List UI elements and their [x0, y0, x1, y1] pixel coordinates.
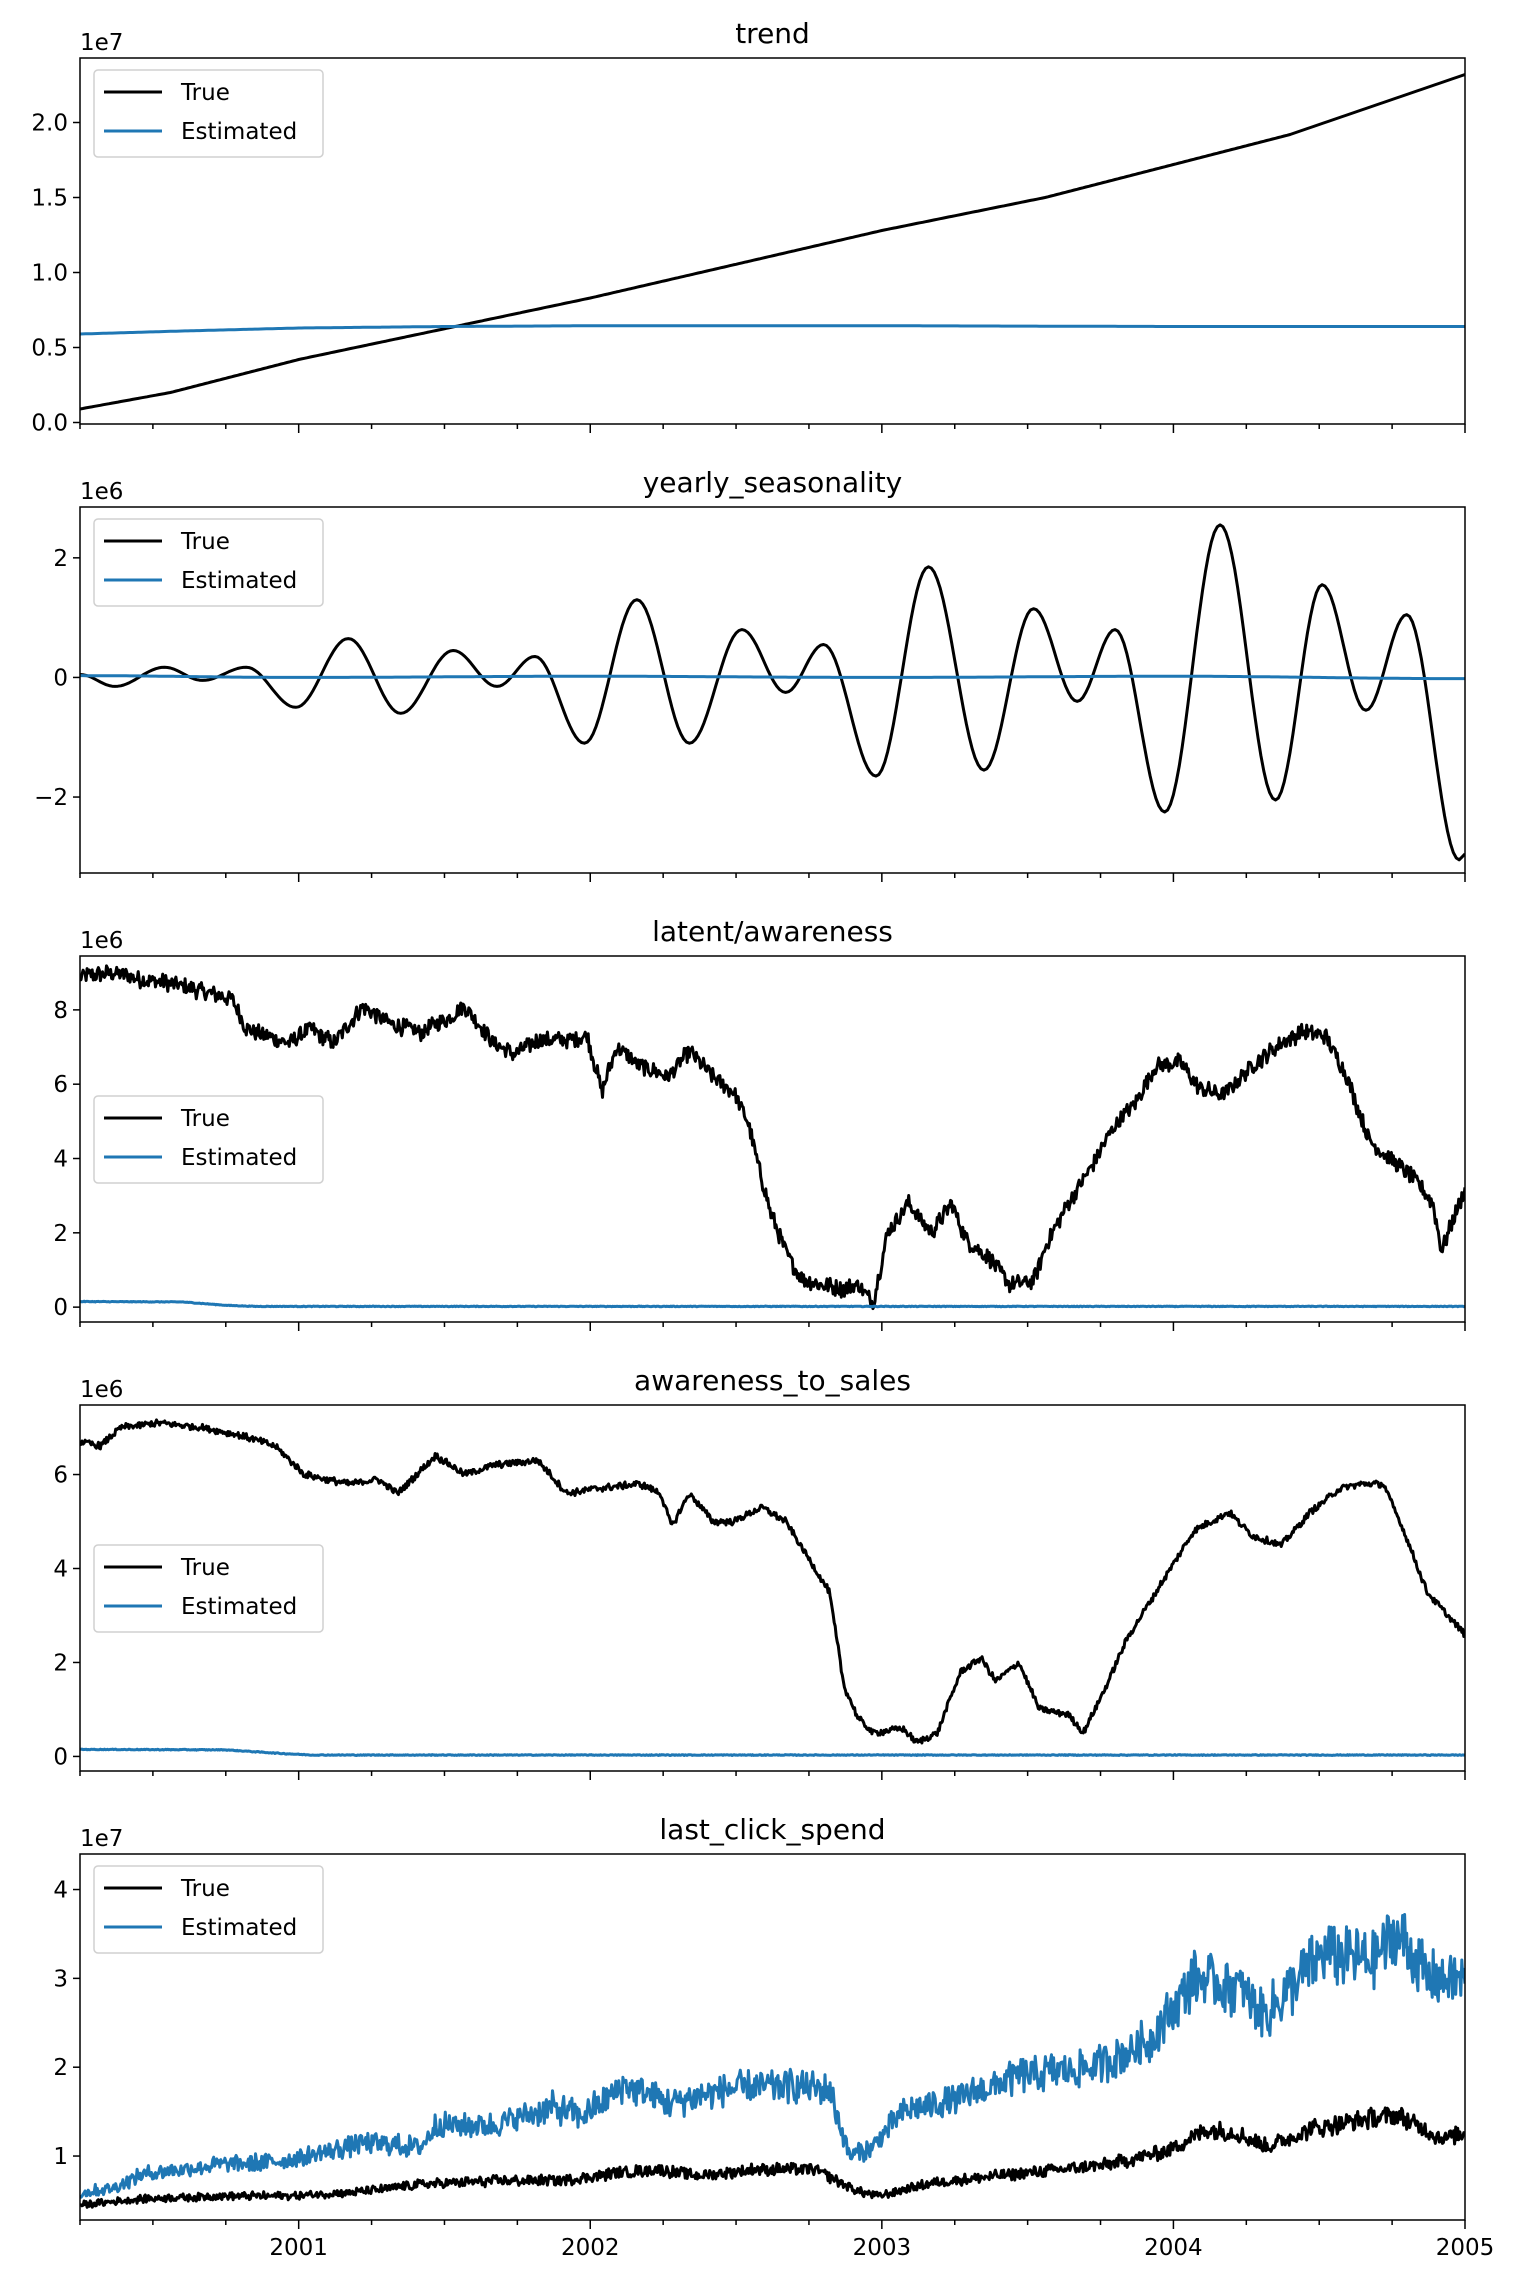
axes-frame — [79, 506, 1466, 874]
y-tick-label: 0.0 — [31, 411, 68, 437]
legend: True Estimated — [93, 518, 324, 607]
series-line-true — [80, 964, 1465, 1311]
series-line-true — [80, 73, 1465, 411]
subplot-yearly_seasonality: yearly_seasonality 1e6 −2 0 2 True Estimated — [34, 466, 1466, 882]
legend-label: Estimated — [181, 119, 297, 145]
axis-offset-label: 1e6 — [80, 479, 123, 505]
legend: True Estimated — [93, 1095, 324, 1184]
subplot-awareness_to_sales: awareness_to_sales 1e6 0 2 4 6 True Estimated — [53, 1364, 1466, 1780]
legend-label: Estimated — [181, 1594, 297, 1620]
y-tick-label: −2 — [34, 785, 68, 811]
series-line-estimated — [80, 1747, 1465, 1757]
y-tick-label: 6 — [53, 1463, 68, 1489]
y-tick-label: 2.0 — [31, 111, 68, 137]
y-tick-label: 6 — [53, 1072, 68, 1098]
subplot-title: trend — [735, 17, 810, 50]
y-tick-label: 0.5 — [31, 336, 68, 362]
series-line-estimated — [80, 324, 1465, 336]
legend-label: True — [180, 1106, 230, 1132]
y-tick-label: 4 — [53, 1557, 68, 1583]
y-tick-label: 1.0 — [31, 261, 68, 287]
x-tick-label: 2005 — [1436, 2235, 1495, 2261]
series-line-true — [80, 2106, 1465, 2209]
y-tick-label: 0 — [53, 1744, 68, 1770]
y-tick-label: 2 — [53, 1221, 68, 1247]
legend: True Estimated — [93, 69, 324, 158]
x-tick-label: 2003 — [853, 2235, 912, 2261]
legend-label: Estimated — [181, 1145, 297, 1171]
y-tick-label: 1.5 — [31, 186, 68, 212]
legend: True Estimated — [93, 1865, 324, 1954]
subplot-title: yearly_seasonality — [643, 466, 903, 499]
x-tick-label: 2004 — [1144, 2235, 1203, 2261]
subplot-title: latent/awareness — [652, 915, 893, 948]
y-tick-label: 2 — [53, 2055, 68, 2081]
y-tick-label: 8 — [53, 998, 68, 1024]
legend-label: Estimated — [181, 568, 297, 594]
subplot-title: last_click_spend — [659, 1813, 885, 1846]
subplot-trend: trend 1e7 0.0 0.5 1.0 1.5 2.0 True Estimated — [31, 17, 1466, 437]
subplot-title: awareness_to_sales — [634, 1364, 911, 1397]
legend-label: True — [180, 80, 230, 106]
axis-offset-label: 1e7 — [80, 1826, 123, 1852]
y-tick-label: 0 — [53, 665, 68, 691]
series-line-true — [80, 523, 1465, 862]
y-tick-label: 3 — [53, 1966, 68, 1992]
axis-offset-label: 1e6 — [80, 1377, 123, 1403]
subplot-latent-awareness: latent/awareness 1e6 0 2 4 6 8 True Estimated — [53, 915, 1466, 1331]
axes-frame — [79, 57, 1466, 425]
x-tick-label: 2001 — [269, 2235, 328, 2261]
y-tick-label: 1 — [53, 2144, 68, 2170]
legend-label: True — [180, 529, 230, 555]
y-tick-label: 2 — [53, 546, 68, 572]
series-line-estimated — [80, 674, 1465, 681]
axes-frame — [79, 1404, 1466, 1772]
legend-label: True — [180, 1555, 230, 1581]
legend-label: Estimated — [181, 1915, 297, 1941]
legend: True Estimated — [93, 1544, 324, 1633]
x-tick-label: 2002 — [561, 2235, 620, 2261]
y-tick-label: 2 — [53, 1650, 68, 1676]
subplot-last_click_spend: last_click_spend 1e7 1 2 3 4 2001 2002 2003 2004 2… — [53, 1813, 1494, 2261]
axis-offset-label: 1e6 — [80, 928, 123, 954]
axes-frame — [79, 955, 1466, 1323]
y-tick-label: 4 — [53, 1878, 68, 1904]
axis-offset-label: 1e7 — [80, 30, 123, 56]
y-tick-label: 4 — [53, 1147, 68, 1173]
series-line-estimated — [80, 1299, 1465, 1309]
series-line-true — [80, 1418, 1465, 1745]
legend-label: True — [180, 1876, 230, 1902]
series-line-estimated — [80, 1913, 1465, 2199]
axes-frame — [79, 1853, 1466, 2221]
y-tick-label: 0 — [53, 1295, 68, 1321]
